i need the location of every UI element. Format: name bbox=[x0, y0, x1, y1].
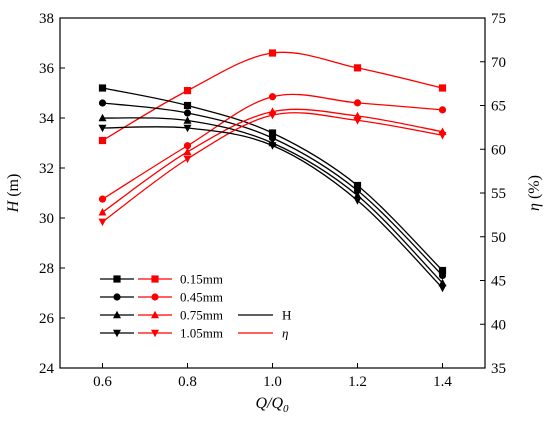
y-right-tick-label: 75 bbox=[491, 11, 506, 27]
head-point-1.05mm bbox=[353, 197, 362, 205]
y-right-tick-label: 65 bbox=[491, 99, 506, 115]
legend-head-marker bbox=[113, 329, 121, 338]
x-tick-label: 1.2 bbox=[348, 374, 367, 390]
y-right-tick-label: 55 bbox=[491, 186, 506, 202]
efficiency-point-1.05mm bbox=[98, 218, 107, 227]
efficiency-point-0.45mm bbox=[183, 142, 192, 150]
efficiency-point-0.15mm bbox=[98, 136, 107, 145]
head-line-1.05mm bbox=[102, 126, 443, 289]
legend: 0.15mm 0.45mm 0.75mm 1.05mm Hη bbox=[100, 272, 291, 341]
x-tick-label: 1.4 bbox=[433, 374, 452, 390]
legend-label: 0.45mm bbox=[180, 290, 223, 305]
head-point-0.75mm bbox=[353, 191, 362, 199]
legend-label: 1.05mm bbox=[180, 326, 223, 341]
y-right-tick-label: 35 bbox=[491, 361, 506, 377]
x-tick-label: 0.6 bbox=[93, 374, 112, 390]
efficiency-point-0.45mm bbox=[268, 93, 277, 101]
efficiency-point-0.45mm bbox=[438, 106, 447, 114]
head-line-0.45mm bbox=[102, 102, 443, 276]
efficiency-point-0.15mm bbox=[353, 64, 362, 72]
efficiency-point-1.05mm bbox=[183, 155, 192, 164]
y-left-tick-label: 24 bbox=[39, 361, 55, 377]
head-point-0.15mm bbox=[268, 129, 277, 137]
y-right-tick-label: 40 bbox=[491, 317, 506, 333]
legend-efficiency-marker bbox=[151, 329, 159, 338]
y-right-tick-label: 60 bbox=[491, 142, 506, 158]
series-layer bbox=[98, 49, 447, 293]
efficiency-point-0.15mm bbox=[268, 49, 277, 57]
x-tick-label: 0.8 bbox=[178, 374, 197, 390]
efficiency-point-0.75mm bbox=[98, 208, 107, 216]
legend-type-label: H bbox=[282, 308, 291, 323]
head-point-1.05mm bbox=[268, 142, 277, 150]
y-left-tick-label: 32 bbox=[39, 161, 54, 177]
head-point-0.45mm bbox=[353, 186, 362, 195]
efficiency-point-1.05mm bbox=[438, 132, 447, 140]
head-point-1.05mm bbox=[183, 124, 192, 133]
head-point-0.75mm bbox=[438, 278, 447, 287]
y-left-tick-label: 38 bbox=[39, 11, 54, 27]
head-line-0.75mm bbox=[102, 117, 443, 284]
head-point-0.75mm bbox=[183, 116, 192, 124]
legend-efficiency-marker bbox=[151, 293, 159, 301]
legend-head-marker bbox=[113, 310, 121, 319]
efficiency-point-1.05mm bbox=[268, 111, 277, 120]
y-axis-right: 35 40 45 50 55 60 65 70 75 bbox=[480, 11, 506, 377]
legend-head-marker bbox=[113, 275, 121, 283]
efficiency-point-0.75mm bbox=[183, 147, 192, 156]
efficiency-point-0.15mm bbox=[183, 87, 192, 95]
legend-label: 0.15mm bbox=[180, 272, 223, 287]
legend-efficiency-marker bbox=[151, 310, 159, 319]
head-point-1.05mm bbox=[438, 284, 447, 293]
head-point-0.45mm bbox=[438, 271, 447, 280]
y-right-tick-label: 70 bbox=[491, 55, 506, 71]
y-right-tick-label: 50 bbox=[491, 230, 506, 246]
y-left-tick-label: 34 bbox=[39, 111, 55, 127]
head-point-1.05mm bbox=[98, 124, 107, 133]
efficiency-point-1.05mm bbox=[353, 117, 362, 125]
y-left-tick-label: 30 bbox=[39, 211, 54, 227]
efficiency-point-0.45mm bbox=[98, 195, 107, 203]
efficiency-point-0.15mm bbox=[438, 84, 447, 92]
head-point-0.45mm bbox=[98, 99, 107, 107]
head-point-0.15mm bbox=[353, 181, 362, 190]
y-left-axis-title: H (m) bbox=[5, 174, 22, 214]
efficiency-line-0.75mm bbox=[102, 108, 443, 213]
head-point-0.15mm bbox=[98, 84, 107, 92]
legend-head-marker bbox=[113, 293, 121, 301]
head-point-0.75mm bbox=[98, 113, 107, 122]
head-point-0.15mm bbox=[438, 266, 447, 275]
y-right-tick-label: 45 bbox=[491, 274, 506, 290]
x-axis-title: Q/Q0 bbox=[255, 395, 289, 415]
y-right-axis-title: η (%) bbox=[526, 175, 543, 211]
head-point-0.45mm bbox=[268, 134, 277, 142]
y-left-tick-label: 28 bbox=[39, 261, 54, 277]
legend-type-label: η bbox=[282, 326, 288, 341]
y-left-tick-label: 26 bbox=[39, 311, 55, 327]
head-point-0.45mm bbox=[183, 109, 192, 117]
y-axis-left: 24 26 28 30 32 34 36 38 bbox=[39, 11, 65, 377]
efficiency-point-0.45mm bbox=[353, 99, 362, 107]
x-axis: 0.6 0.8 1.0 1.2 1.4 bbox=[93, 363, 452, 390]
legend-label: 0.75mm bbox=[180, 308, 223, 323]
legend-efficiency-marker bbox=[151, 275, 159, 283]
head-point-0.15mm bbox=[183, 101, 192, 110]
y-left-tick-label: 36 bbox=[39, 61, 55, 77]
x-tick-label: 1.0 bbox=[263, 374, 282, 390]
